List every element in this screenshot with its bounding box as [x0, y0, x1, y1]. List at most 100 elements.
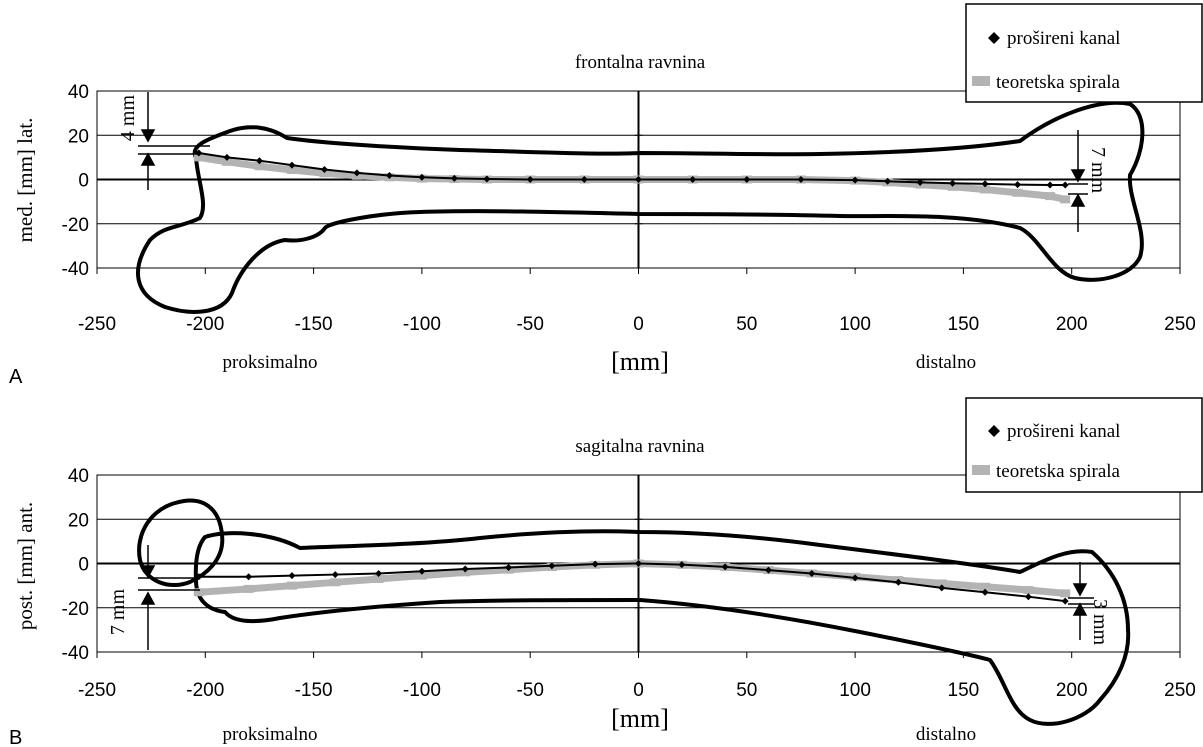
x-tick-label: 50: [736, 680, 757, 701]
x-tick-label: 150: [948, 680, 980, 701]
region-label-distal-sagittal: distalno: [916, 724, 976, 745]
series-line-expanded-canal: [198, 151, 1066, 187]
x-tick-label: -50: [516, 680, 543, 701]
data-point-expanded-canal: [1046, 181, 1054, 189]
data-point-expanded-canal: [916, 178, 924, 186]
y-tick-label: -20: [62, 599, 89, 620]
data-point-theoretical-spiral: [936, 579, 947, 588]
legend-frontal: prošireni kanal teoretska spirala: [965, 3, 1203, 103]
annotation-7mm-arrows-sagittal: [138, 545, 200, 650]
data-point-expanded-canal: [461, 565, 469, 573]
x-tick-label: 0: [633, 680, 644, 701]
legend-label-expanded-canal-sagittal: prošireni kanal: [1007, 421, 1120, 442]
region-label-proximal-sagittal: proksimalno: [223, 724, 318, 745]
legend-label-theoretical-spiral: teoretska spirala: [996, 72, 1121, 93]
data-point-theoretical-spiral: [980, 582, 991, 591]
data-point-theoretical-spiral: [416, 571, 427, 580]
x-tick-label: 250: [1164, 680, 1196, 701]
data-point-expanded-canal: [353, 169, 361, 177]
x-tick-label: 50: [736, 314, 757, 335]
data-point-expanded-canal: [938, 584, 946, 592]
data-point-theoretical-spiral: [319, 169, 330, 178]
data-point-expanded-canal: [255, 157, 263, 165]
data-point-expanded-canal: [884, 177, 892, 185]
data-point-expanded-canal: [375, 569, 383, 577]
annotation-7mm-label: 7 mm: [1087, 147, 1109, 194]
data-point-expanded-canal: [851, 176, 859, 184]
data-point-theoretical-spiral: [1012, 188, 1023, 197]
series-line-theoretical-spiral: [198, 153, 1066, 203]
annotation-4mm-label: 4 mm: [117, 95, 139, 142]
y-axis-label-sagittal: post. [mm] ant.: [13, 502, 37, 630]
y-tick-label: -40: [62, 259, 89, 280]
femur-outline-sagittal: [193, 529, 1131, 726]
legend-label-theoretical-spiral-sagittal: teoretska spirala: [996, 461, 1121, 482]
x-tick-label: -250: [78, 680, 116, 701]
legend-sagittal: prošireni kanal teoretska spirala: [965, 397, 1203, 493]
y-axis-label-frontal: med. [mm] lat.: [13, 118, 37, 243]
x-tick-label: -200: [186, 314, 224, 335]
data-point-expanded-canal: [245, 573, 253, 581]
data-point-theoretical-spiral: [1023, 586, 1034, 595]
y-tick-label: 0: [78, 171, 89, 192]
x-tick-label: 100: [839, 680, 871, 701]
x-tick-label: 250: [1164, 314, 1196, 335]
data-point-expanded-canal: [483, 175, 491, 183]
data-point-expanded-canal: [580, 176, 588, 183]
legend-square-marker: [972, 76, 990, 86]
data-point-expanded-canal: [526, 176, 534, 183]
data-point-expanded-canal: [385, 172, 393, 180]
x-tick-label: -50: [516, 314, 543, 335]
data-point-expanded-canal: [288, 572, 296, 580]
data-point-expanded-canal: [894, 578, 902, 586]
y-tick-label: 40: [68, 82, 89, 103]
data-point-expanded-canal: [764, 566, 772, 574]
data-point-theoretical-spiral: [286, 581, 297, 590]
chart-title-sagittal: sagitalna ravnina: [575, 436, 705, 457]
data-point-expanded-canal: [1061, 597, 1069, 605]
chart-title-frontal: frontalna ravnina: [575, 52, 706, 73]
data-point-theoretical-spiral: [193, 153, 204, 162]
data-point-expanded-canal: [851, 574, 859, 582]
y-tick-label: -20: [62, 215, 89, 236]
data-point-expanded-canal: [418, 173, 426, 181]
x-tick-label: -150: [295, 680, 333, 701]
panel-label-a: A: [9, 366, 23, 388]
data-point-theoretical-spiral: [947, 182, 958, 191]
data-point-expanded-canal: [949, 179, 957, 187]
x-tick-label: 200: [1056, 680, 1088, 701]
data-point-expanded-canal: [418, 567, 426, 575]
data-point-theoretical-spiral: [330, 578, 341, 587]
x-tick-label: -200: [186, 680, 224, 701]
data-point-expanded-canal: [1014, 181, 1022, 189]
data-point-theoretical-spiral: [286, 165, 297, 174]
data-point-theoretical-spiral: [243, 584, 254, 593]
data-point-expanded-canal: [635, 560, 642, 567]
annotation-7mm-label-sagittal: 7 mm: [107, 589, 129, 636]
x-tick-label: 150: [948, 314, 980, 335]
data-point-theoretical-spiral: [373, 574, 384, 583]
data-point-expanded-canal: [1024, 593, 1032, 601]
annotation-3mm-arrows-sagittal: [1068, 562, 1094, 640]
x-tick-label: 200: [1056, 314, 1088, 335]
x-tick-label: 100: [839, 314, 871, 335]
data-point-theoretical-spiral: [980, 185, 991, 194]
data-point-expanded-canal: [678, 561, 686, 569]
y-tick-label: 20: [68, 126, 89, 147]
data-point-expanded-canal: [981, 588, 989, 596]
legend-diamond-marker-sagittal: [988, 425, 1000, 437]
x-tick-label: 0: [633, 314, 644, 335]
data-point-expanded-canal: [548, 562, 556, 570]
annotation-7mm-arrows: [1068, 130, 1088, 232]
data-point-expanded-canal: [981, 180, 989, 188]
data-point-expanded-canal: [450, 174, 458, 182]
annotation-4mm-arrows: [138, 92, 210, 190]
data-point-theoretical-spiral: [254, 162, 265, 171]
data-point-expanded-canal: [635, 176, 642, 183]
data-point-theoretical-spiral: [1060, 589, 1071, 598]
panel-label-b: B: [9, 727, 22, 747]
data-point-expanded-canal: [223, 153, 231, 161]
x-tick-label: -150: [295, 314, 333, 335]
